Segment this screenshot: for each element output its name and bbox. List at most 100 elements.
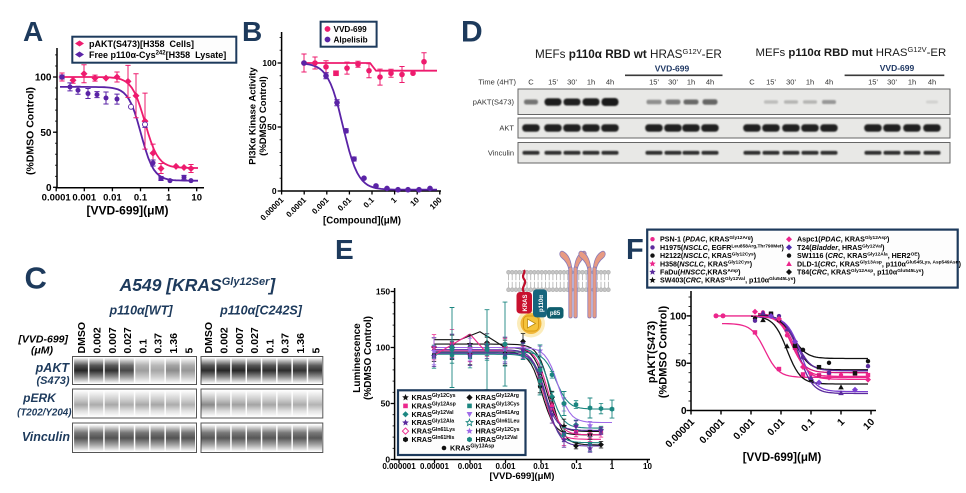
svg-text:AKT: AKT — [499, 124, 514, 133]
svg-text:VVD-699: VVD-699 — [334, 25, 368, 34]
svg-text:H358(NSCLC, KRASGly12Cys): H358(NSCLC, KRASGly12Cys) — [660, 260, 753, 269]
svg-text:C: C — [749, 77, 755, 86]
svg-text:pAKT: pAKT — [35, 361, 71, 375]
svg-text:DMSO: DMSO — [203, 322, 215, 354]
svg-text:4h: 4h — [928, 77, 936, 86]
svg-text:(μM): (μM) — [31, 345, 54, 357]
svg-text:p85: p85 — [550, 311, 561, 317]
svg-text:MEFs p110α RBD mut HRASG12V-ER: MEFs p110α RBD mut HRASG12V-ER — [756, 45, 947, 59]
svg-text:1h: 1h — [806, 77, 814, 86]
svg-text:D: D — [461, 16, 483, 49]
svg-text:0: 0 — [681, 406, 687, 417]
svg-text:(T202/Y204): (T202/Y204) — [17, 408, 71, 419]
svg-text:pAKT(S473): pAKT(S473) — [473, 98, 515, 107]
svg-text:1h: 1h — [908, 77, 916, 86]
svg-text:H1975(NSCLC, EGFRLeu858Arg,Thr: H1975(NSCLC, EGFRLeu858Arg,Thr790Met) — [660, 243, 785, 252]
svg-text:0.0001: 0.0001 — [458, 462, 483, 471]
svg-text:0.1: 0.1 — [137, 339, 149, 354]
svg-text:1h: 1h — [687, 77, 695, 86]
svg-text:0.1: 0.1 — [134, 192, 148, 203]
svg-text:KRAS: KRAS — [523, 294, 529, 311]
svg-text:KRASGln61Leu: KRASGln61Leu — [476, 418, 520, 427]
svg-text:T84(CRC, KRASGly12Asp, p110αGl: T84(CRC, KRASGly12Asp, p110αGlu545Lys) — [797, 268, 924, 277]
svg-text:T24(Bladder, HRASGly12Val): T24(Bladder, HRASGly12Val) — [797, 243, 885, 252]
svg-text:30': 30' — [567, 77, 577, 86]
svg-text:0: 0 — [46, 183, 52, 194]
svg-text:KRASGly12Cys: KRASGly12Cys — [412, 393, 456, 402]
svg-text:0.001: 0.001 — [495, 462, 516, 471]
svg-text:pAKT(S473)[H358 Cells]: pAKT(S473)[H358 Cells] — [89, 39, 194, 49]
svg-text:HRASGly12Val: HRASGly12Val — [476, 435, 519, 444]
svg-text:30': 30' — [786, 77, 796, 86]
svg-text:0.1: 0.1 — [264, 339, 276, 354]
svg-text:50: 50 — [267, 122, 277, 132]
svg-text:15': 15' — [868, 77, 878, 86]
svg-text:0.00001: 0.00001 — [420, 462, 449, 471]
svg-text:50: 50 — [381, 399, 391, 409]
svg-text:0.1: 0.1 — [571, 462, 583, 471]
svg-text:100: 100 — [262, 58, 276, 68]
svg-text:Aspc1(PDAC, KRASGly12Asp): Aspc1(PDAC, KRASGly12Asp) — [797, 235, 890, 244]
svg-text:5: 5 — [310, 348, 322, 354]
svg-text:(%DMSO Control): (%DMSO Control) — [25, 87, 37, 175]
svg-text:10: 10 — [643, 462, 652, 471]
svg-text:5: 5 — [183, 348, 195, 354]
svg-text:KRASGln61Lys: KRASGln61Lys — [412, 427, 456, 436]
svg-text:B: B — [242, 16, 262, 47]
svg-text:[VVD-699](μM): [VVD-699](μM) — [743, 452, 822, 464]
svg-text:C: C — [25, 261, 47, 296]
svg-text:PI3Kα Kinase Activity: PI3Kα Kinase Activity — [248, 67, 259, 165]
svg-text:0: 0 — [272, 186, 277, 196]
svg-text:p110α: p110α — [539, 295, 545, 312]
svg-text:4h: 4h — [606, 77, 614, 86]
svg-text:0.001: 0.001 — [72, 192, 96, 203]
svg-text:50: 50 — [40, 128, 52, 139]
svg-text:4h: 4h — [706, 77, 714, 86]
svg-text:100: 100 — [35, 73, 52, 84]
svg-text:0.37: 0.37 — [153, 333, 165, 354]
svg-text:[VVD-699]: [VVD-699] — [17, 334, 68, 346]
svg-text:30': 30' — [668, 77, 678, 86]
svg-text:A: A — [23, 16, 43, 47]
svg-text:30': 30' — [887, 77, 897, 86]
svg-text:1: 1 — [166, 192, 172, 203]
svg-text:0.000001: 0.000001 — [382, 462, 416, 471]
svg-text:15': 15' — [649, 77, 659, 86]
svg-text:p110α[C242S]: p110α[C242S] — [219, 304, 303, 318]
svg-text:1.36: 1.36 — [295, 333, 307, 354]
svg-text:Alpelisib: Alpelisib — [334, 36, 368, 45]
svg-text:[VVD-699](μM): [VVD-699](μM) — [86, 204, 168, 218]
svg-text:0.01: 0.01 — [103, 192, 122, 203]
svg-text:DMSO: DMSO — [76, 322, 88, 354]
svg-text:KRASGln61His: KRASGln61His — [412, 435, 455, 444]
svg-text:1h: 1h — [587, 77, 595, 86]
svg-text:KRASGln61Arg: KRASGln61Arg — [476, 410, 520, 419]
svg-text:100: 100 — [670, 311, 687, 322]
svg-text:0.37: 0.37 — [280, 333, 292, 354]
svg-text:(%DMSO Control): (%DMSO Control) — [658, 306, 670, 399]
svg-text:0.027: 0.027 — [249, 327, 261, 353]
svg-text:KRASGly12Val: KRASGly12Val — [412, 410, 455, 419]
svg-text:15': 15' — [548, 77, 558, 86]
svg-text:Vinculin: Vinculin — [488, 149, 514, 158]
svg-text:p110α[WT]: p110α[WT] — [108, 304, 173, 318]
svg-text:0.007: 0.007 — [234, 327, 246, 353]
svg-text:pAKT(S473): pAKT(S473) — [646, 320, 658, 383]
svg-text:VVD-699: VVD-699 — [655, 64, 690, 74]
svg-text:HRASGly12Cys: HRASGly12Cys — [476, 427, 520, 436]
svg-text:KRASGly12Ala: KRASGly12Ala — [412, 418, 455, 427]
svg-text:[Compound](μM): [Compound](μM) — [323, 216, 401, 227]
svg-text:KRASGly12Asp: KRASGly12Asp — [412, 401, 456, 410]
svg-text:MEFs p110α RBD wt HRASG12V-ER: MEFs p110α RBD wt HRASG12V-ER — [535, 47, 722, 61]
svg-text:0.0001: 0.0001 — [42, 192, 72, 203]
svg-text:50: 50 — [675, 359, 687, 370]
svg-text:10: 10 — [191, 192, 202, 203]
svg-text:150: 150 — [376, 287, 390, 297]
svg-text:E: E — [335, 234, 354, 265]
svg-text:F: F — [626, 234, 644, 266]
svg-text:(S473): (S473) — [36, 375, 69, 387]
svg-text:Luminescence: Luminescence — [352, 323, 363, 393]
svg-text:pERK: pERK — [22, 391, 57, 405]
svg-text:15': 15' — [766, 77, 776, 86]
svg-text:SW1116 (CRC, KRASGly12Ala, HER: SW1116 (CRC, KRASGly12Ala, HER2OE) — [797, 252, 921, 261]
